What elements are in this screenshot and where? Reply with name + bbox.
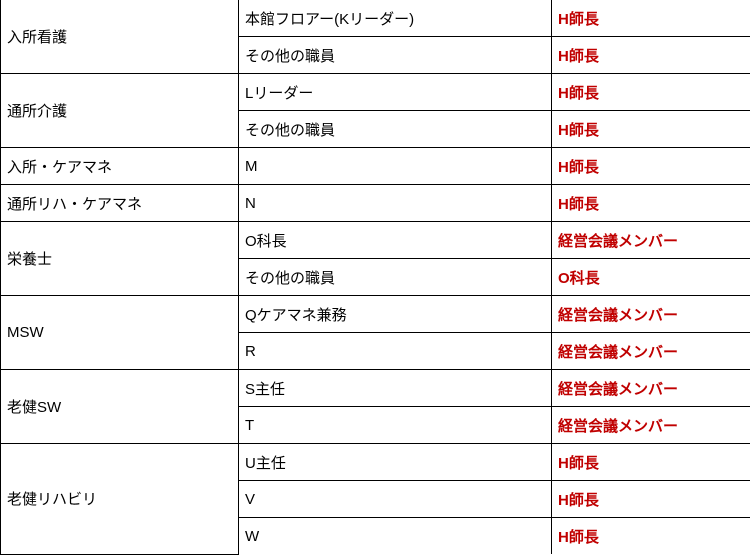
group-cell: 通所介護 — [1, 74, 239, 148]
role-cell: N — [239, 185, 552, 222]
assignee-cell: H師長 — [552, 148, 750, 185]
table-row: 栄養士O科長経営会議メンバー — [1, 222, 750, 259]
role-cell: Lリーダー — [239, 74, 552, 111]
assignee-cell: 経営会議メンバー — [552, 222, 750, 259]
assignee-cell: H師長 — [552, 444, 750, 481]
role-cell: その他の職員 — [239, 37, 552, 74]
role-cell: Qケアマネ兼務 — [239, 296, 552, 333]
assignee-cell: 経営会議メンバー — [552, 407, 750, 444]
assignee-cell: H師長 — [552, 0, 750, 37]
group-cell: 入所看護 — [1, 0, 239, 74]
group-cell: 栄養士 — [1, 222, 239, 296]
assignee-cell: H師長 — [552, 185, 750, 222]
role-cell: M — [239, 148, 552, 185]
group-cell: 通所リハ・ケアマネ — [1, 185, 239, 222]
group-cell: 入所・ケアマネ — [1, 148, 239, 185]
group-cell: MSW — [1, 296, 239, 370]
assignee-cell: H師長 — [552, 111, 750, 148]
table-row: 老健リハビリU主任H師長 — [1, 444, 750, 481]
group-cell: 老健SW — [1, 370, 239, 444]
role-cell: 本館フロアー(Kリーダー) — [239, 0, 552, 37]
assignee-cell: 経営会議メンバー — [552, 296, 750, 333]
group-cell: 老健リハビリ — [1, 444, 239, 555]
role-cell: O科長 — [239, 222, 552, 259]
role-cell: U主任 — [239, 444, 552, 481]
role-cell: S主任 — [239, 370, 552, 407]
assignee-cell: 経営会議メンバー — [552, 370, 750, 407]
assignee-cell: 経営会議メンバー — [552, 333, 750, 370]
table-row: 老健SWS主任経営会議メンバー — [1, 370, 750, 407]
role-cell: その他の職員 — [239, 111, 552, 148]
role-cell: T — [239, 407, 552, 444]
assignee-cell: O科長 — [552, 259, 750, 296]
role-cell: R — [239, 333, 552, 370]
role-cell: その他の職員 — [239, 259, 552, 296]
assignee-cell: H師長 — [552, 74, 750, 111]
table-row: MSWQケアマネ兼務経営会議メンバー — [1, 296, 750, 333]
table-row: 入所看護本館フロアー(Kリーダー)H師長 — [1, 0, 750, 37]
table-row: 入所・ケアマネMH師長 — [1, 148, 750, 185]
staff-table: 入所看護本館フロアー(Kリーダー)H師長その他の職員H師長通所介護LリーダーH師… — [0, 0, 750, 555]
table-row: 通所介護LリーダーH師長 — [1, 74, 750, 111]
assignee-cell: H師長 — [552, 37, 750, 74]
role-cell: V — [239, 481, 552, 518]
table-row: 通所リハ・ケアマネNH師長 — [1, 185, 750, 222]
assignee-cell: H師長 — [552, 481, 750, 518]
